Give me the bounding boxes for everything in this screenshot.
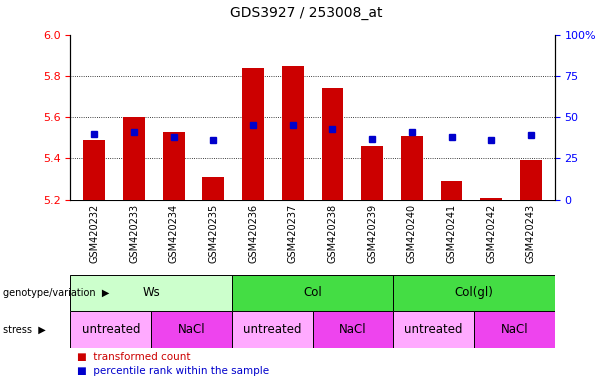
Text: GSM420235: GSM420235	[208, 204, 218, 263]
Text: untreated: untreated	[82, 323, 140, 336]
Bar	[70, 311, 151, 348]
Text: GSM420232: GSM420232	[89, 204, 99, 263]
Bar	[361, 146, 383, 200]
Bar	[313, 311, 394, 348]
Text: GDS3927 / 253008_at: GDS3927 / 253008_at	[230, 7, 383, 20]
Text: untreated: untreated	[405, 323, 463, 336]
Text: Ws: Ws	[142, 286, 160, 299]
Text: untreated: untreated	[243, 323, 302, 336]
Bar	[441, 181, 462, 200]
Text: GSM420238: GSM420238	[327, 204, 338, 263]
Bar	[123, 117, 145, 200]
Bar	[151, 311, 232, 348]
Bar	[202, 177, 224, 200]
Bar	[394, 311, 474, 348]
Bar	[70, 275, 232, 311]
Text: NaCl: NaCl	[501, 323, 528, 336]
Text: Col(gl): Col(gl)	[455, 286, 493, 299]
Text: GSM420239: GSM420239	[367, 204, 377, 263]
Text: GSM420242: GSM420242	[486, 204, 497, 263]
Bar	[481, 198, 502, 200]
Text: genotype/variation  ▶: genotype/variation ▶	[3, 288, 110, 298]
Text: ■  transformed count: ■ transformed count	[77, 352, 190, 362]
Bar	[322, 88, 343, 200]
Text: Col: Col	[303, 286, 322, 299]
Text: GSM420240: GSM420240	[407, 204, 417, 263]
Bar	[520, 161, 542, 200]
Bar	[242, 68, 264, 200]
Text: GSM420233: GSM420233	[129, 204, 139, 263]
Text: GSM420241: GSM420241	[446, 204, 457, 263]
Bar	[282, 66, 303, 200]
Text: GSM420234: GSM420234	[169, 204, 179, 263]
Text: GSM420237: GSM420237	[287, 204, 298, 263]
Text: GSM420243: GSM420243	[526, 204, 536, 263]
Text: GSM420236: GSM420236	[248, 204, 258, 263]
Bar	[232, 311, 313, 348]
Bar	[394, 275, 555, 311]
Text: ■  percentile rank within the sample: ■ percentile rank within the sample	[77, 366, 268, 376]
Text: NaCl: NaCl	[339, 323, 367, 336]
Bar	[401, 136, 423, 200]
Text: NaCl: NaCl	[178, 323, 205, 336]
Bar	[232, 275, 394, 311]
Text: stress  ▶: stress ▶	[3, 324, 46, 334]
Bar	[163, 132, 185, 200]
Bar	[474, 311, 555, 348]
Bar	[83, 140, 105, 200]
